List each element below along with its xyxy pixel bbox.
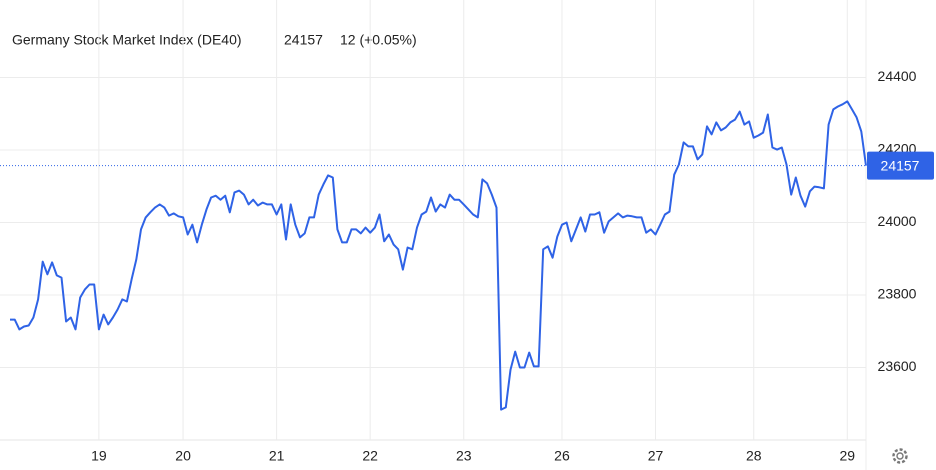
x-tick-label: 21	[269, 448, 285, 464]
price-tag	[867, 151, 934, 180]
y-tick-label: 24000	[878, 213, 917, 229]
grid	[0, 0, 866, 440]
x-tick-label: 27	[648, 448, 664, 464]
x-tick-label: 26	[554, 448, 570, 464]
x-tick-label: 20	[175, 448, 191, 464]
header-change: 12 (+0.05%)	[340, 32, 417, 48]
settings-icon[interactable]	[892, 448, 908, 464]
settings-icon-teeth	[892, 448, 908, 464]
chart-title: Germany Stock Market Index (DE40)	[12, 32, 242, 48]
x-tick-label: 19	[91, 448, 107, 464]
x-tick-label: 29	[840, 448, 856, 464]
settings-icon-hub	[896, 452, 904, 460]
x-tick-label: 22	[362, 448, 378, 464]
y-tick-label: 24400	[878, 68, 917, 84]
y-tick-label: 23600	[878, 358, 917, 374]
header-price: 24157	[284, 32, 323, 48]
x-tick-label: 28	[746, 448, 762, 464]
y-tick-label: 23800	[878, 286, 917, 302]
price-tag-label: 24157	[881, 157, 920, 173]
price-line	[10, 100, 867, 411]
x-tick-label: 23	[456, 448, 472, 464]
